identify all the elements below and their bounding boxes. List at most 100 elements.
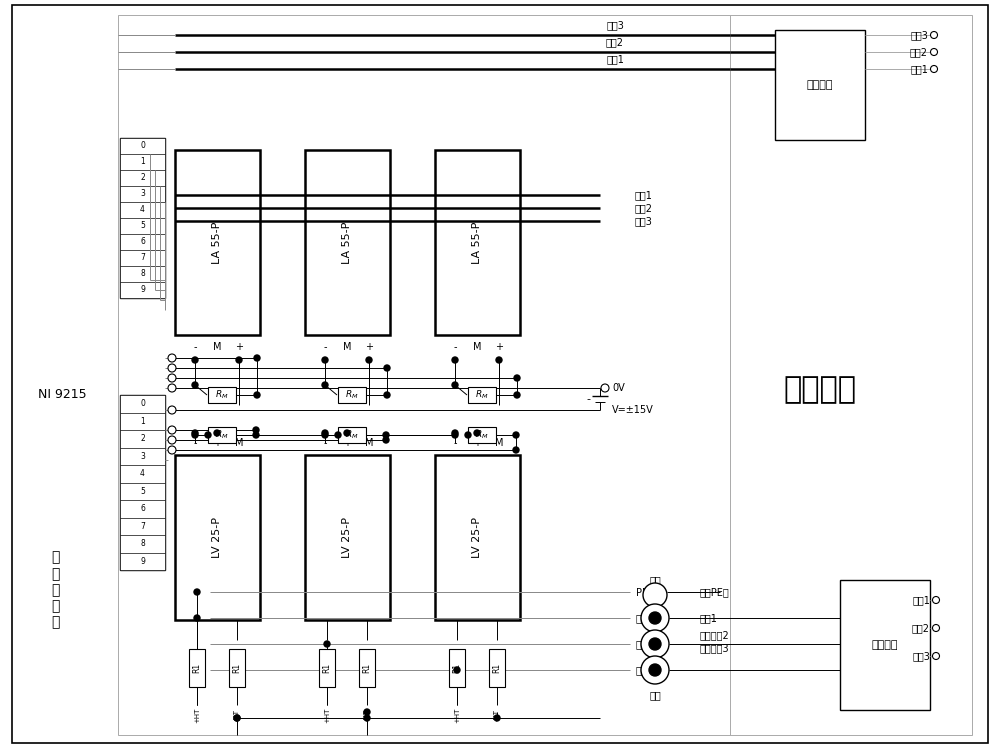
Text: -HT: -HT bbox=[234, 709, 240, 721]
Circle shape bbox=[324, 641, 330, 647]
Text: 6: 6 bbox=[140, 504, 145, 513]
Circle shape bbox=[932, 596, 940, 604]
Text: 相线3: 相线3 bbox=[636, 665, 654, 675]
Text: M: M bbox=[495, 438, 503, 448]
Text: -: - bbox=[586, 394, 590, 404]
Text: 相线2: 相线2 bbox=[635, 203, 653, 213]
Circle shape bbox=[322, 382, 328, 388]
Text: 相线3: 相线3 bbox=[912, 651, 930, 661]
Text: 相线3: 相线3 bbox=[635, 216, 653, 226]
Circle shape bbox=[383, 432, 389, 438]
Circle shape bbox=[496, 357, 502, 363]
Bar bbox=[775, 30, 865, 140]
Circle shape bbox=[930, 49, 938, 55]
Text: M: M bbox=[473, 342, 481, 352]
Circle shape bbox=[322, 430, 328, 436]
Text: +: + bbox=[235, 342, 243, 352]
Bar bbox=[120, 447, 165, 465]
Text: R1: R1 bbox=[192, 663, 202, 673]
Circle shape bbox=[168, 436, 176, 444]
Text: 相线1: 相线1 bbox=[910, 64, 928, 74]
Circle shape bbox=[236, 357, 242, 363]
Circle shape bbox=[168, 374, 176, 382]
Bar bbox=[208, 427, 236, 443]
Text: 数
据
采
集
卡: 数 据 采 集 卡 bbox=[51, 551, 59, 629]
Circle shape bbox=[168, 364, 176, 372]
Circle shape bbox=[641, 630, 669, 658]
Text: 3: 3 bbox=[140, 452, 145, 461]
Text: LA 55-P: LA 55-P bbox=[473, 221, 482, 264]
Text: $R_M$: $R_M$ bbox=[345, 389, 359, 401]
Circle shape bbox=[452, 382, 458, 388]
Bar bbox=[489, 649, 505, 687]
Text: M: M bbox=[235, 438, 243, 448]
Text: R1: R1 bbox=[322, 663, 332, 673]
Circle shape bbox=[168, 406, 176, 414]
Bar bbox=[435, 150, 520, 335]
Bar bbox=[338, 427, 366, 443]
Text: $R_M$: $R_M$ bbox=[475, 389, 489, 401]
Bar bbox=[305, 150, 390, 335]
Text: $R_M$: $R_M$ bbox=[215, 389, 229, 401]
Bar bbox=[120, 535, 165, 553]
Circle shape bbox=[366, 357, 372, 363]
Text: 相线2: 相线2 bbox=[910, 47, 928, 57]
Circle shape bbox=[192, 432, 198, 438]
Text: 7: 7 bbox=[140, 253, 145, 262]
Bar bbox=[120, 234, 165, 250]
Bar bbox=[120, 482, 165, 500]
Text: 插头相线3: 插头相线3 bbox=[700, 643, 730, 653]
Bar bbox=[120, 518, 165, 535]
Bar bbox=[189, 649, 205, 687]
Circle shape bbox=[322, 357, 328, 363]
Text: -: - bbox=[323, 438, 327, 448]
Text: -: - bbox=[193, 342, 197, 352]
Text: 相线1: 相线1 bbox=[606, 54, 624, 64]
Circle shape bbox=[384, 392, 390, 398]
Text: -: - bbox=[453, 438, 457, 448]
Circle shape bbox=[234, 715, 240, 721]
Circle shape bbox=[932, 625, 940, 631]
Text: 3: 3 bbox=[140, 189, 145, 198]
Bar bbox=[120, 282, 165, 298]
Text: LA 55-P: LA 55-P bbox=[342, 221, 352, 264]
Text: R1: R1 bbox=[492, 663, 502, 673]
Text: 4: 4 bbox=[140, 470, 145, 479]
Bar bbox=[120, 218, 165, 234]
Circle shape bbox=[513, 432, 519, 438]
Circle shape bbox=[194, 589, 200, 595]
Bar bbox=[120, 395, 165, 570]
Circle shape bbox=[192, 382, 198, 388]
Text: 相线1: 相线1 bbox=[635, 190, 653, 200]
Circle shape bbox=[384, 365, 390, 371]
Text: 相线3: 相线3 bbox=[606, 20, 624, 30]
Bar bbox=[175, 455, 260, 620]
Bar bbox=[120, 266, 165, 282]
Circle shape bbox=[930, 31, 938, 38]
Circle shape bbox=[930, 65, 938, 73]
Bar bbox=[120, 138, 165, 298]
Text: +HT: +HT bbox=[454, 707, 460, 723]
Circle shape bbox=[465, 432, 471, 438]
Text: 相线2: 相线2 bbox=[606, 37, 624, 47]
Text: 5: 5 bbox=[140, 222, 145, 231]
Circle shape bbox=[641, 604, 669, 632]
Circle shape bbox=[205, 432, 211, 438]
Circle shape bbox=[168, 384, 176, 392]
Text: LV 25-P: LV 25-P bbox=[212, 517, 222, 558]
Text: $R_M$: $R_M$ bbox=[345, 428, 359, 441]
Text: +: + bbox=[343, 438, 351, 448]
Circle shape bbox=[643, 583, 667, 607]
Bar bbox=[118, 15, 972, 735]
Circle shape bbox=[649, 638, 661, 650]
Text: R1: R1 bbox=[232, 663, 242, 673]
Text: -: - bbox=[323, 342, 327, 352]
Text: -HT: -HT bbox=[364, 709, 370, 721]
Text: 9: 9 bbox=[140, 557, 145, 565]
Bar bbox=[305, 455, 390, 620]
Text: 相线3: 相线3 bbox=[910, 30, 928, 40]
Circle shape bbox=[253, 432, 259, 438]
Bar bbox=[468, 387, 496, 403]
Circle shape bbox=[254, 392, 260, 398]
Text: -: - bbox=[193, 438, 197, 448]
